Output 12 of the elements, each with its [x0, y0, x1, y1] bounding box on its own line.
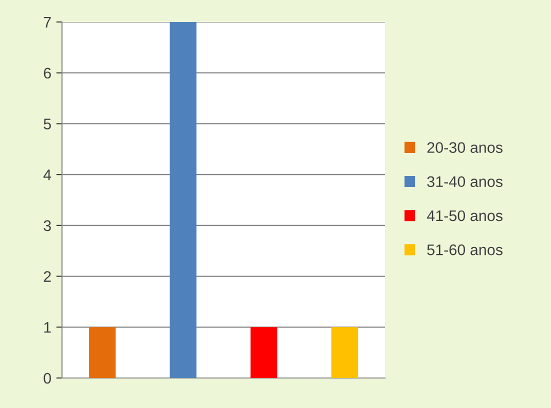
y-tick-label: 6: [44, 68, 51, 79]
y-tick-label: 0: [44, 372, 51, 384]
y-tick-label: 1: [44, 322, 51, 333]
legend-label: 41-50 anos: [426, 210, 502, 222]
y-tick-label: 4: [43, 170, 52, 180]
y-tick-label: 7: [44, 17, 51, 28]
y-tick-label: 5: [44, 118, 51, 130]
legend-label: 20-30 anos: [427, 142, 502, 153]
y-tick-label: 2: [44, 271, 51, 282]
y-tick-label: 3: [44, 220, 51, 232]
legend-label: 31-40 anos: [427, 176, 502, 188]
legend-label: 51-60 anos: [427, 244, 502, 256]
